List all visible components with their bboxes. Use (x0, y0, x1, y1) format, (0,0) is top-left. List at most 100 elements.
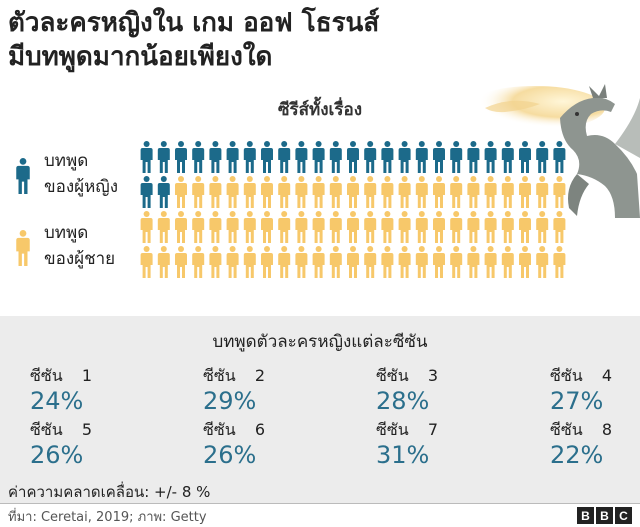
legend-female: บทพูด ของผู้หญิง (14, 148, 118, 200)
season-label: ซีซัน 7 (376, 420, 438, 440)
male-person-icon (209, 211, 222, 243)
pictogram-title: ซีรีส์ทั้งเรื่อง (277, 100, 362, 120)
season-label: ซีซัน 3 (376, 366, 438, 386)
season-word: ซีซัน (376, 366, 409, 385)
female-person-icon (536, 141, 549, 173)
male-person-icon (140, 246, 153, 278)
female-person-icon (140, 141, 153, 173)
female-person-icon (415, 141, 428, 173)
male-person-icon (278, 211, 291, 243)
title-line-1: ตัวละครหญิงใน เกม ออฟ โธรนส์ (8, 8, 380, 38)
male-person-icon (450, 246, 463, 278)
male-person-icon (226, 211, 239, 243)
male-person-icon (364, 176, 377, 208)
season-stat: ซีซัน 5 26% (30, 420, 140, 470)
male-person-icon (261, 246, 273, 278)
female-person-icon (140, 176, 153, 208)
season-value: 28% (376, 387, 430, 415)
season-number: 5 (81, 420, 92, 439)
male-person-icon (157, 246, 170, 278)
male-person-icon (329, 176, 342, 208)
legend-male-line1: บทพูด (44, 223, 89, 243)
male-person-icon (175, 246, 187, 278)
season-label: ซีซัน 5 (30, 420, 92, 440)
male-person-icon (243, 211, 256, 243)
legend-female-line1: บทพูด (44, 151, 89, 171)
legend-female-line2: ของผู้หญิง (44, 177, 119, 197)
female-person-icon (157, 176, 170, 208)
season-number: 4 (601, 366, 612, 385)
male-person-icon (157, 211, 170, 243)
pictogram-chart (140, 141, 566, 278)
title-line-2: มีบทพูดมากน้อยเพียงใด (8, 42, 273, 72)
male-person-icon (501, 211, 514, 243)
female-person-icon (433, 141, 445, 173)
male-person-icon (433, 246, 445, 278)
male-person-icon (192, 211, 205, 243)
male-person-icon (450, 211, 463, 243)
female-person-icon (243, 141, 256, 173)
male-person-icon (536, 246, 549, 278)
season-word: ซีซัน (550, 366, 583, 385)
male-person-icon (312, 211, 325, 243)
female-person-icon (175, 141, 187, 173)
season-label: ซีซัน 8 (550, 420, 612, 440)
dragon-illustration (465, 84, 640, 218)
season-word: ซีซัน (203, 366, 236, 385)
footer-bar (0, 503, 640, 527)
female-person-icon (226, 141, 239, 173)
season-number: 1 (81, 366, 92, 385)
male-person-icon (295, 211, 308, 243)
season-value: 24% (30, 387, 84, 415)
margin-of-error: ค่าความคลาดเคลื่อน: +/- 8 % (8, 483, 211, 501)
male-person-icon (295, 176, 308, 208)
male-person-icon (398, 246, 411, 278)
dragon-claw (568, 174, 589, 216)
male-person-icon (192, 246, 205, 278)
male-person-icon (467, 246, 480, 278)
season-number: 7 (427, 420, 438, 439)
male-person-icon (381, 176, 394, 208)
female-person-icon (450, 141, 463, 173)
season-word: ซีซัน (550, 420, 583, 439)
season-word: ซีซัน (30, 366, 63, 385)
page-title: ตัวละครหญิงใน เกม ออฟ โธรนส์ มีบทพูดมากน… (8, 6, 478, 74)
male-person-icon (226, 176, 239, 208)
male-person-icon (467, 176, 480, 208)
dragon-eye (575, 112, 579, 116)
male-person-icon (484, 211, 497, 243)
male-person-icon (175, 176, 187, 208)
season-value: 26% (30, 441, 84, 469)
male-person-icon (398, 211, 411, 243)
dragon-wing (615, 98, 640, 158)
male-person-icon (278, 176, 291, 208)
female-person-icon (312, 141, 325, 173)
season-number: 6 (254, 420, 265, 439)
male-person-icon (519, 176, 531, 208)
male-person-icon (553, 176, 566, 208)
female-person-icon (261, 141, 273, 173)
season-stat: ซีซัน 4 27% (550, 366, 640, 416)
bbc-logo-letter: B (596, 507, 613, 524)
female-person-icon (192, 141, 205, 173)
season-label: ซีซัน 6 (203, 420, 265, 440)
bbc-logo: B B C (577, 507, 632, 524)
season-word: ซีซัน (376, 420, 409, 439)
source-credit: ที่มา: Ceretai, 2019; ภาพ: Getty (8, 510, 207, 525)
male-person-icon (433, 176, 445, 208)
season-stat: ซีซัน 8 22% (550, 420, 640, 470)
female-person-icon (501, 141, 514, 173)
bbc-logo-letter: B (577, 507, 594, 524)
season-word: ซีซัน (30, 420, 63, 439)
male-person-icon (415, 246, 428, 278)
female-person-icon (467, 141, 480, 173)
male-person-icon (553, 211, 566, 243)
season-panel (0, 316, 640, 503)
bbc-logo-letter: C (615, 507, 632, 524)
male-person-icon (364, 246, 377, 278)
male-person-icon (433, 211, 445, 243)
male-person-icon (536, 211, 549, 243)
dragon-horns (589, 84, 607, 98)
male-person-icon (381, 211, 394, 243)
male-person-icon (295, 246, 308, 278)
